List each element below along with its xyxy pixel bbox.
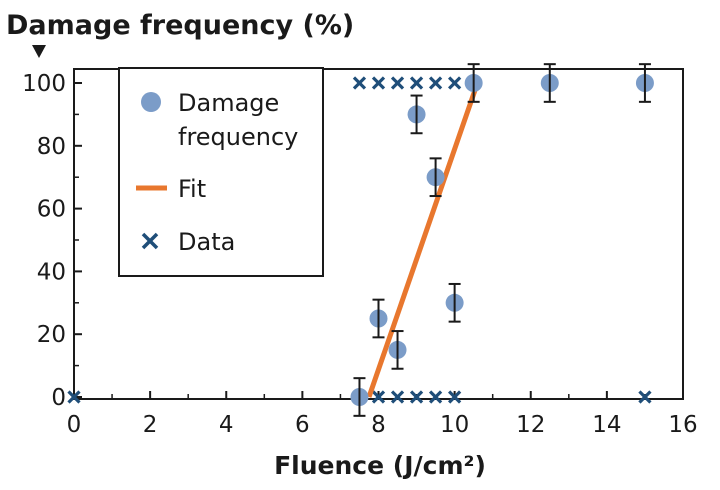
legend-label-damage-line2: frequency <box>178 123 298 151</box>
data-x-point <box>447 76 462 90</box>
data-x-point <box>371 390 386 404</box>
legend-x-marker <box>141 232 159 250</box>
x-axis-title: Fluence (J/cm²) <box>274 451 486 480</box>
damage-frequency-point <box>407 94 426 135</box>
data-x-point <box>638 390 652 404</box>
damage-frequency-point <box>426 157 445 198</box>
data-x-point <box>409 76 424 90</box>
plot-marks <box>67 63 654 417</box>
legend-label-damage-line1: Damage <box>178 89 279 117</box>
damage-frequency-point <box>388 330 407 370</box>
x-tick-label: 0 <box>67 412 82 438</box>
legend: Damage frequency Fit Data <box>118 67 324 277</box>
x-axis: 0 2 4 6 8 10 12 14 16 <box>67 391 698 438</box>
x-tick-label: 16 <box>668 412 697 438</box>
data-x-point <box>428 390 443 404</box>
y-axis-title: Damage frequency (%) <box>6 10 354 41</box>
damage-frequency-point <box>635 63 654 103</box>
x-tick-label: 14 <box>592 412 621 438</box>
data-x-point <box>352 76 367 90</box>
x-tick-label: 8 <box>371 412 386 438</box>
data-x-point <box>67 390 81 404</box>
y-tick-label: 20 <box>37 322 66 348</box>
legend-label-data: Data <box>178 228 235 256</box>
y-axis-arrow-icon <box>32 45 46 58</box>
fit-line <box>366 82 480 398</box>
legend-label-fit: Fit <box>178 175 206 203</box>
data-x-point <box>390 390 405 404</box>
y-tick-label: 80 <box>37 134 66 160</box>
data-x-point <box>371 76 386 90</box>
damage-frequency-point <box>445 282 464 323</box>
data-x-point <box>409 390 424 404</box>
damage-frequency-point <box>464 63 483 103</box>
legend-circle-marker <box>141 92 161 112</box>
y-tick-label: 60 <box>37 197 66 223</box>
damage-frequency-point <box>350 377 369 417</box>
damage-frequency-point <box>369 298 388 339</box>
data-x-point <box>428 76 443 90</box>
x-tick-label: 4 <box>219 412 234 438</box>
x-tick-label: 10 <box>440 412 469 438</box>
data-x-point <box>447 390 462 404</box>
y-tick-label: 40 <box>37 259 66 285</box>
y-tick-label: 100 <box>22 71 66 97</box>
y-tick-label: 0 <box>51 385 66 411</box>
x-tick-label: 6 <box>295 412 310 438</box>
data-x-point <box>390 76 405 90</box>
x-tick-label: 12 <box>516 412 545 438</box>
y-axis: 0 20 40 60 80 100 <box>22 71 82 411</box>
damage-frequency-point <box>540 63 559 103</box>
x-tick-label: 2 <box>143 412 158 438</box>
